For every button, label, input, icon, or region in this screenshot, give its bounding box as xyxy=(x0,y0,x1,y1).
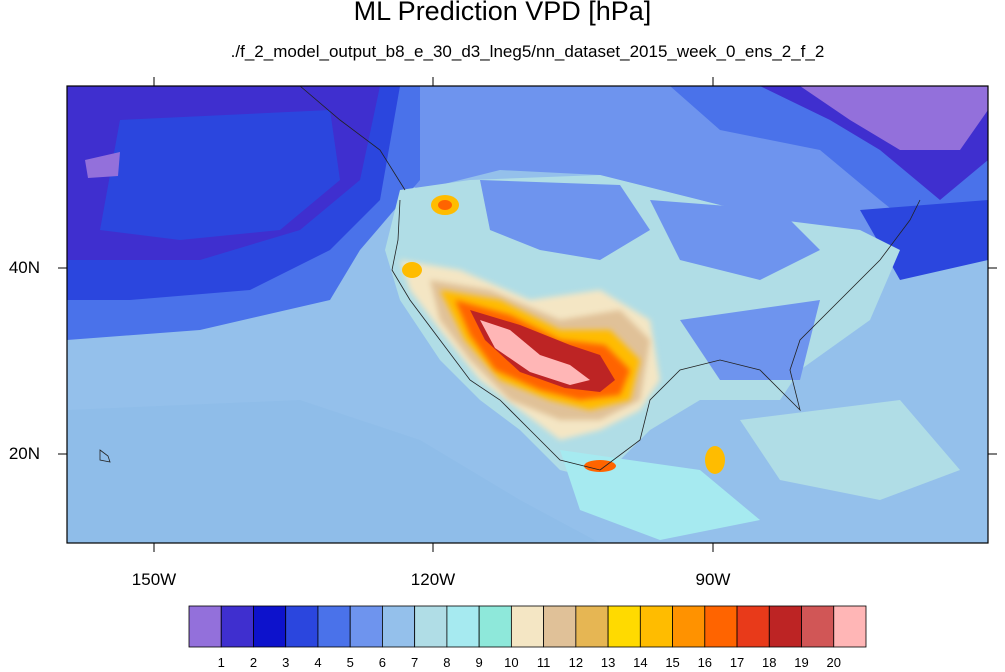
colorbar-label: 12 xyxy=(568,655,584,670)
colorbar-label: 2 xyxy=(249,655,258,670)
colorbar-swatch xyxy=(639,605,673,648)
colorbar-swatch xyxy=(768,605,802,648)
colorbar-swatch xyxy=(188,605,222,648)
colorbar-swatch xyxy=(317,605,351,648)
colorbar-label: 11 xyxy=(536,655,551,670)
coastlines xyxy=(99,86,921,471)
colorbar-label: 13 xyxy=(600,655,616,670)
colorbar-swatch xyxy=(543,605,577,648)
colorbar-swatch xyxy=(285,605,319,648)
colorbar-label: 8 xyxy=(443,655,451,670)
lon-label-90w: 90W xyxy=(695,570,731,589)
colorbar-label: 10 xyxy=(504,655,519,670)
colorbar-label: 19 xyxy=(794,655,809,670)
colorbar-swatch xyxy=(446,605,480,648)
colorbar-label: 14 xyxy=(633,655,648,670)
map-field xyxy=(67,86,988,543)
colorbar-swatch xyxy=(253,605,287,648)
map-frame xyxy=(66,85,989,544)
colorbar-label: 1 xyxy=(217,655,225,670)
colorbar-swatch xyxy=(510,605,545,648)
colorbar-label: 7 xyxy=(411,655,419,670)
colorbar-label: 17 xyxy=(729,655,745,670)
colorbar-swatch xyxy=(801,605,835,648)
lon-label-120w: 120W xyxy=(410,570,456,589)
lat-label-40n: 40N xyxy=(8,258,40,277)
lat-label-20n: 20N xyxy=(8,444,40,463)
colorbar-label: 9 xyxy=(475,655,483,670)
colorbar-label: 4 xyxy=(314,655,322,670)
colorbar-swatch xyxy=(220,605,254,648)
map-title: ML Prediction VPD [hPa] xyxy=(353,0,652,26)
colorbar xyxy=(188,605,867,648)
colorbar-label: 3 xyxy=(282,655,290,670)
colorbar-swatch xyxy=(414,605,448,648)
colorbar-swatch xyxy=(575,605,609,648)
colorbar-swatch xyxy=(736,605,770,648)
colorbar-label: 5 xyxy=(346,655,354,670)
colorbar-label: 18 xyxy=(762,655,777,670)
colorbar-swatch xyxy=(672,605,706,648)
colorbar-swatch xyxy=(607,605,641,648)
lon-label-150w: 150W xyxy=(131,570,177,589)
colorbar-label: 20 xyxy=(826,655,841,670)
colorbar-swatch xyxy=(833,605,867,648)
axis-ticks xyxy=(58,77,997,552)
colorbar-label: 6 xyxy=(378,655,387,670)
colorbar-label: 15 xyxy=(665,655,680,670)
colorbar-label: 16 xyxy=(697,655,713,670)
colorbar-swatch xyxy=(478,605,512,648)
colorbar-swatch xyxy=(704,605,738,648)
colorbar-swatch xyxy=(349,605,383,648)
map-subtitle: ./f_2_model_output_b8_e_30_d3_lneg5/nn_d… xyxy=(230,42,825,61)
colorbar-swatch xyxy=(382,605,416,648)
